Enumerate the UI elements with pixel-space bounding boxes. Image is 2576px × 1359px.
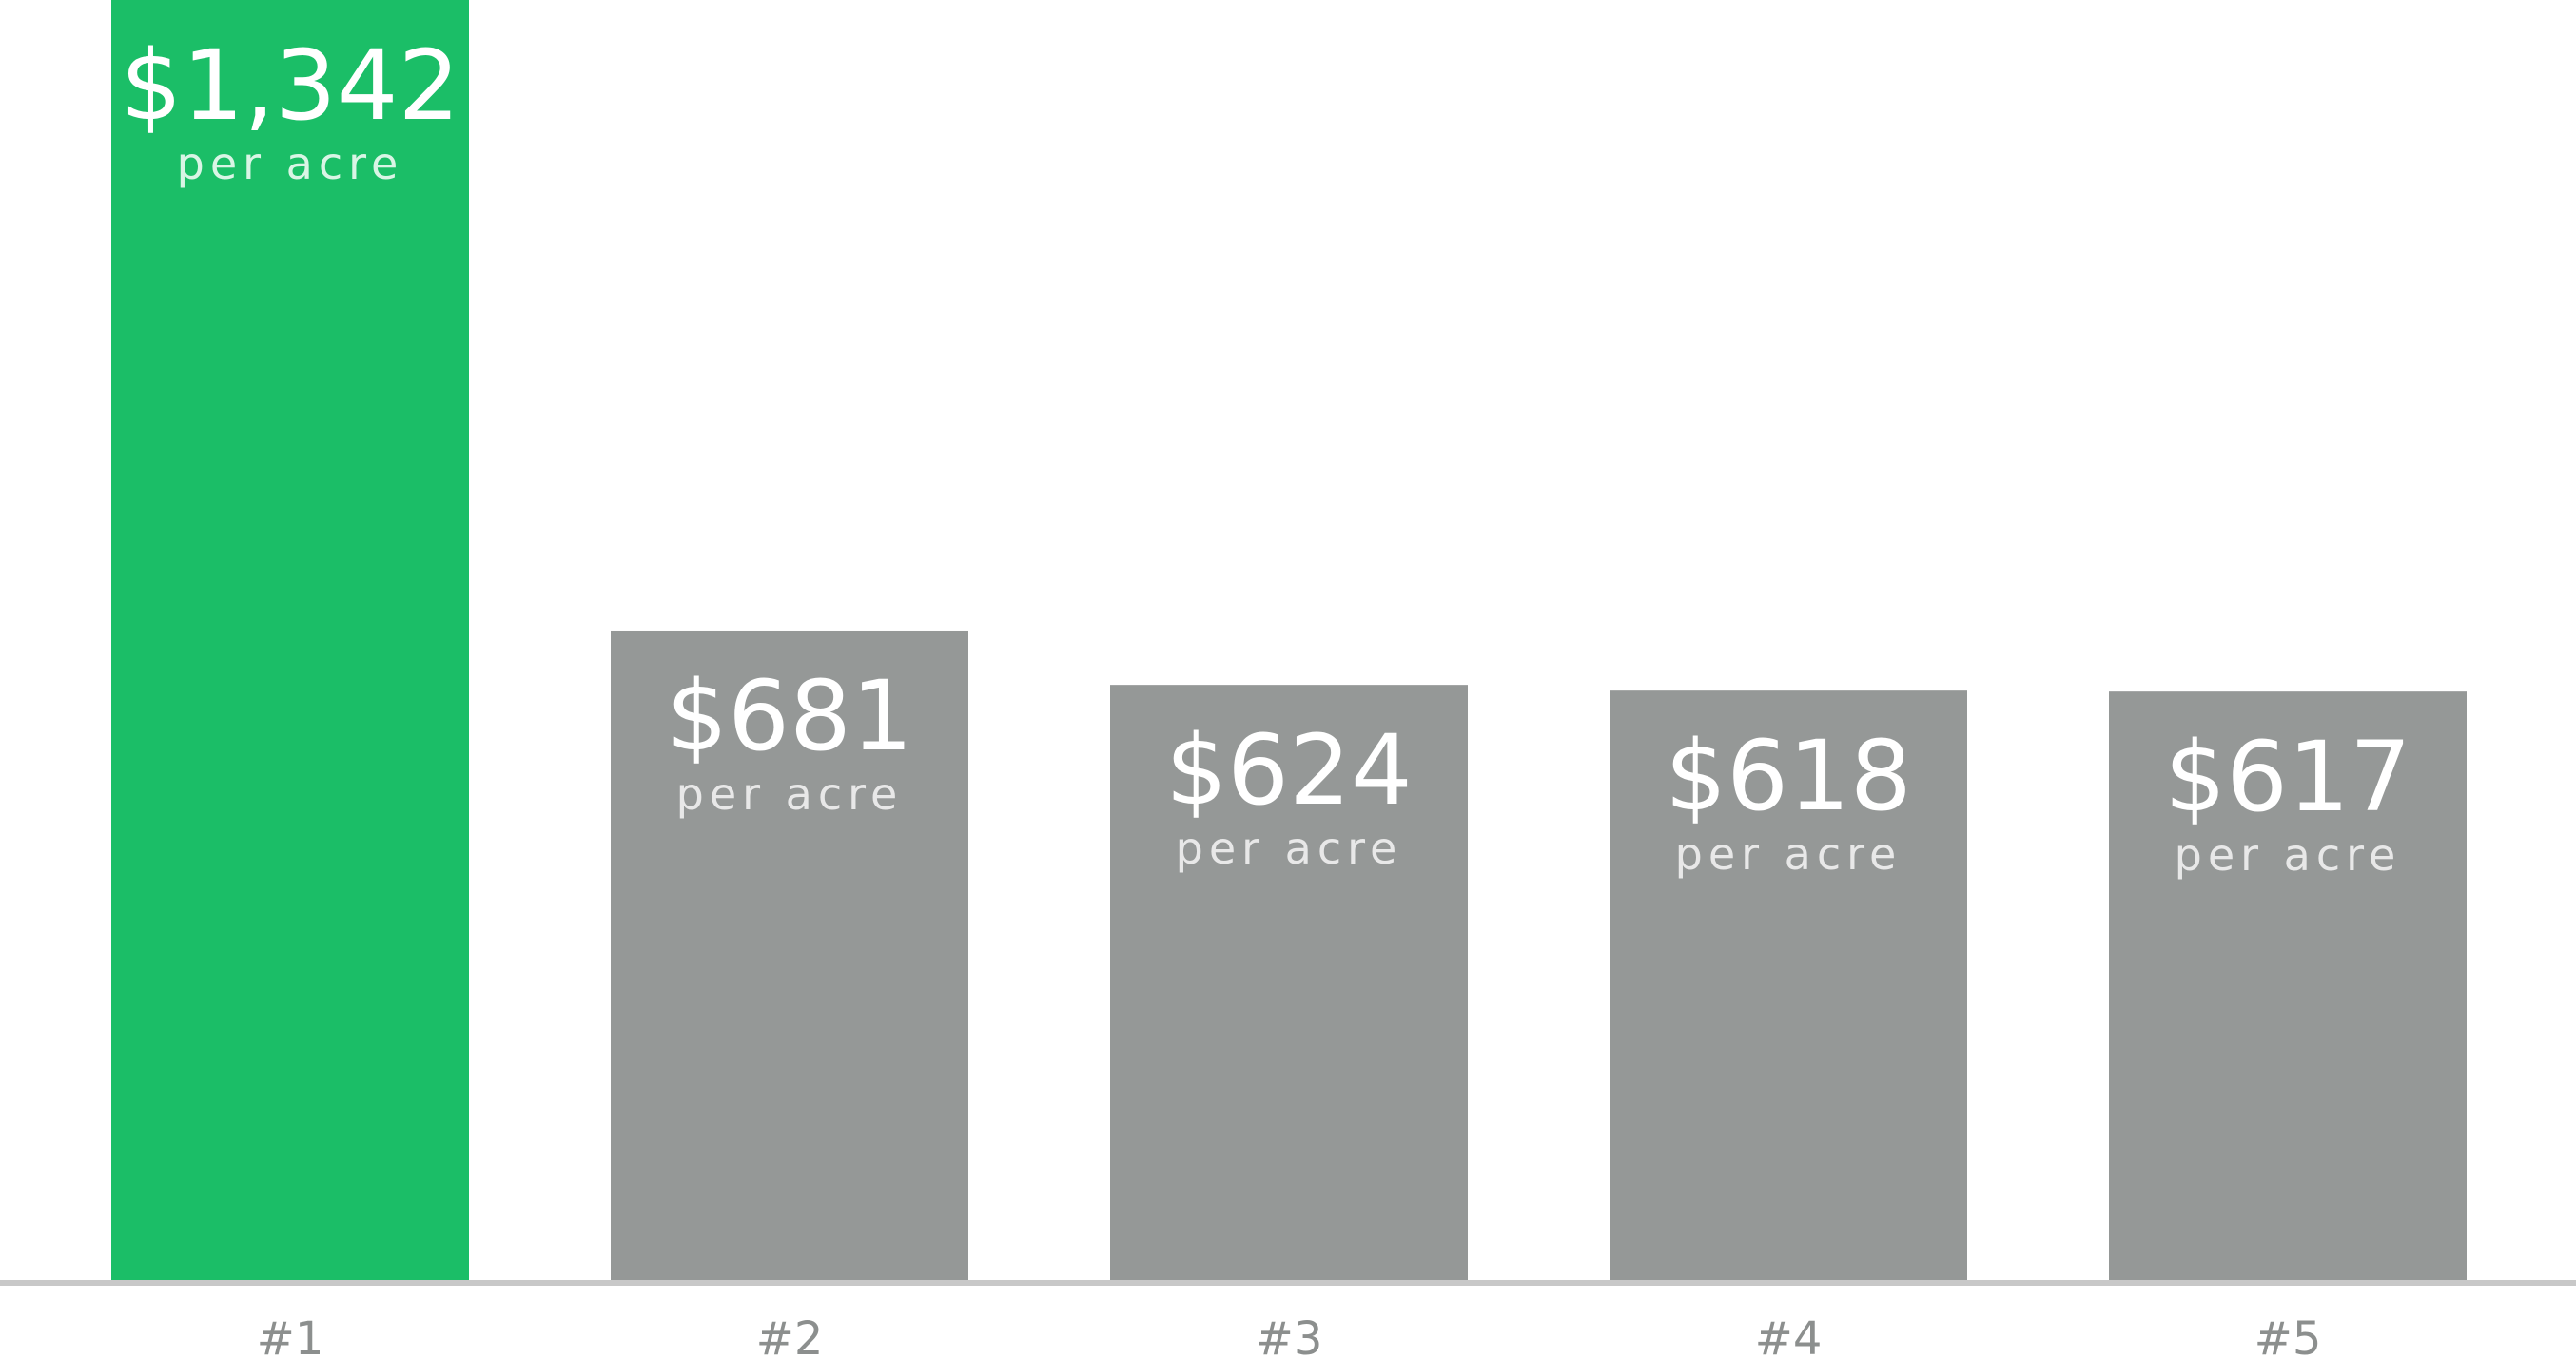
x-tick-label-2: #2: [756, 1312, 824, 1359]
bar-unit-label-2: per acre: [676, 768, 904, 820]
x-tick-label-1: #1: [257, 1312, 324, 1359]
bar-value-label-5: $617: [2164, 721, 2411, 834]
bar-4: [1610, 690, 1967, 1280]
bar-unit-label-4: per acre: [1675, 828, 1903, 880]
x-tick-label-3: #3: [1256, 1312, 1323, 1359]
bar-unit-label-1: per acre: [177, 138, 404, 189]
x-tick-labels: #1 #2 #3 #4 #5: [257, 1312, 2322, 1359]
bar-value-label-4: $618: [1665, 720, 1912, 833]
bar-value-label-2: $681: [666, 660, 913, 773]
bar-unit-label-3: per acre: [1176, 823, 1403, 874]
bar-value-label-3: $624: [1165, 714, 1413, 827]
bar-value-label-1: $1,342: [121, 29, 460, 143]
bar-unit-label-5: per acre: [2175, 829, 2402, 881]
bar-5: [2109, 691, 2467, 1280]
bar-2: [611, 630, 968, 1280]
x-tick-label-4: #4: [1755, 1312, 1823, 1359]
bar-3: [1110, 685, 1468, 1280]
x-tick-label-5: #5: [2254, 1312, 2322, 1359]
bar-1: [111, 0, 469, 1280]
